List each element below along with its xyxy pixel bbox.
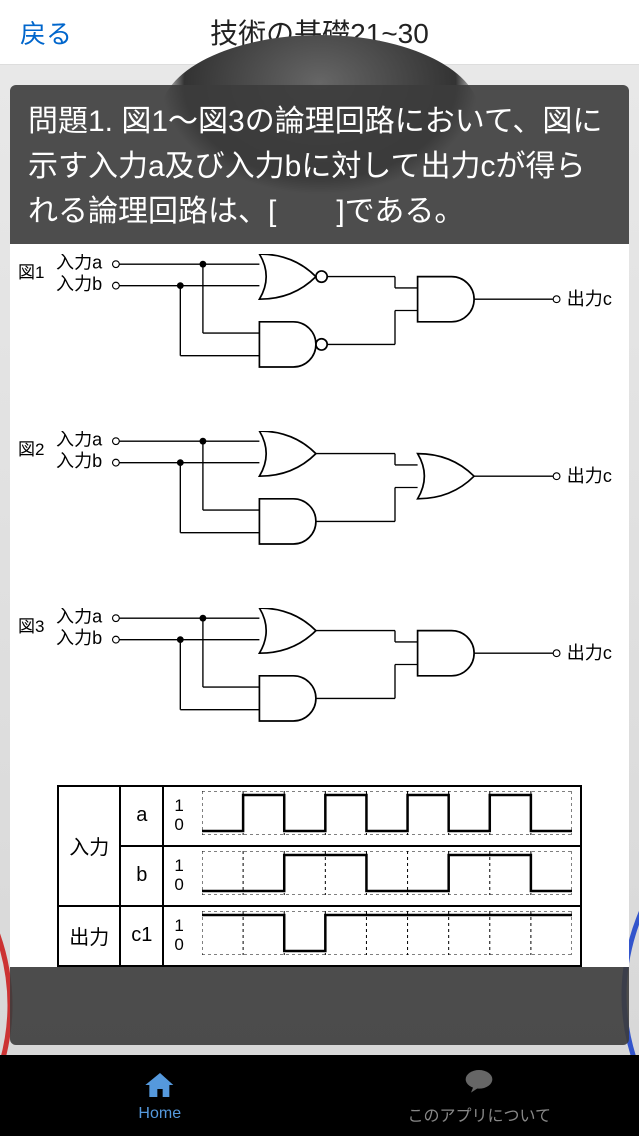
tab-home[interactable]: Home <box>0 1055 320 1136</box>
timing-waveform <box>202 911 572 955</box>
speech-bubble-icon <box>463 1066 495 1098</box>
svg-text:入力a: 入力a <box>56 254 103 273</box>
home-icon <box>144 1069 176 1101</box>
circuit-diagram: 入力a入力b 出力c <box>56 431 621 578</box>
svg-text:入力b: 入力b <box>56 274 102 294</box>
timing-signal-label: b <box>120 846 163 906</box>
timing-signal-label: c1 <box>120 906 163 966</box>
tab-home-label: Home <box>138 1105 181 1123</box>
timing-signal-label: a <box>120 786 163 846</box>
figure-label: 図2 <box>18 431 56 460</box>
circuit-diagram: 入力a入力b 出力c <box>56 608 621 755</box>
timing-level-labels: 10 <box>163 786 193 846</box>
timing-level-labels: 10 <box>163 846 193 906</box>
tab-about[interactable]: このアプリについて <box>320 1055 639 1136</box>
circuit-block-1: 図1入力a入力b 出力c <box>10 244 629 421</box>
timing-input-label: 入力 <box>58 786 120 906</box>
tab-about-label: このアプリについて <box>407 1102 551 1126</box>
tab-bar: Home このアプリについて <box>0 1055 639 1136</box>
svg-text:出力c: 出力c <box>567 466 612 486</box>
timing-output-label: 出力 <box>58 906 120 966</box>
diagram-area: 図1入力a入力b出力c図2入力a入力b出力c図3入力a入力b出力c 入力a10b… <box>10 244 629 967</box>
question-panel[interactable]: 問題1. 図1～図3の論理回路において、図に示す入力a及び入力bに対して出力cが… <box>10 85 629 1045</box>
circuit-block-2: 図2入力a入力b 出力c <box>10 421 629 598</box>
timing-waveform <box>202 791 572 835</box>
svg-text:入力a: 入力a <box>56 608 103 627</box>
svg-text:出力c: 出力c <box>567 643 612 663</box>
question-text: 問題1. 図1～図3の論理回路において、図に示す入力a及び入力bに対して出力cが… <box>10 85 629 244</box>
content-area: 問題1. 図1～図3の論理回路において、図に示す入力a及び入力bに対して出力cが… <box>0 65 639 1055</box>
svg-text:出力c: 出力c <box>567 289 612 309</box>
svg-text:入力b: 入力b <box>56 451 102 471</box>
timing-waveform <box>202 851 572 895</box>
svg-text:入力b: 入力b <box>56 628 102 648</box>
timing-table: 入力a10b10 出力c110 <box>57 785 582 967</box>
back-button[interactable]: 戻る <box>20 14 72 51</box>
circuit-diagram: 入力a入力b 出力c <box>56 254 621 401</box>
svg-text:入力a: 入力a <box>56 431 103 450</box>
timing-level-labels: 10 <box>163 906 193 966</box>
figure-label: 図1 <box>18 254 56 283</box>
circuit-block-3: 図3入力a入力b 出力c <box>10 598 629 775</box>
figure-label: 図3 <box>18 608 56 637</box>
